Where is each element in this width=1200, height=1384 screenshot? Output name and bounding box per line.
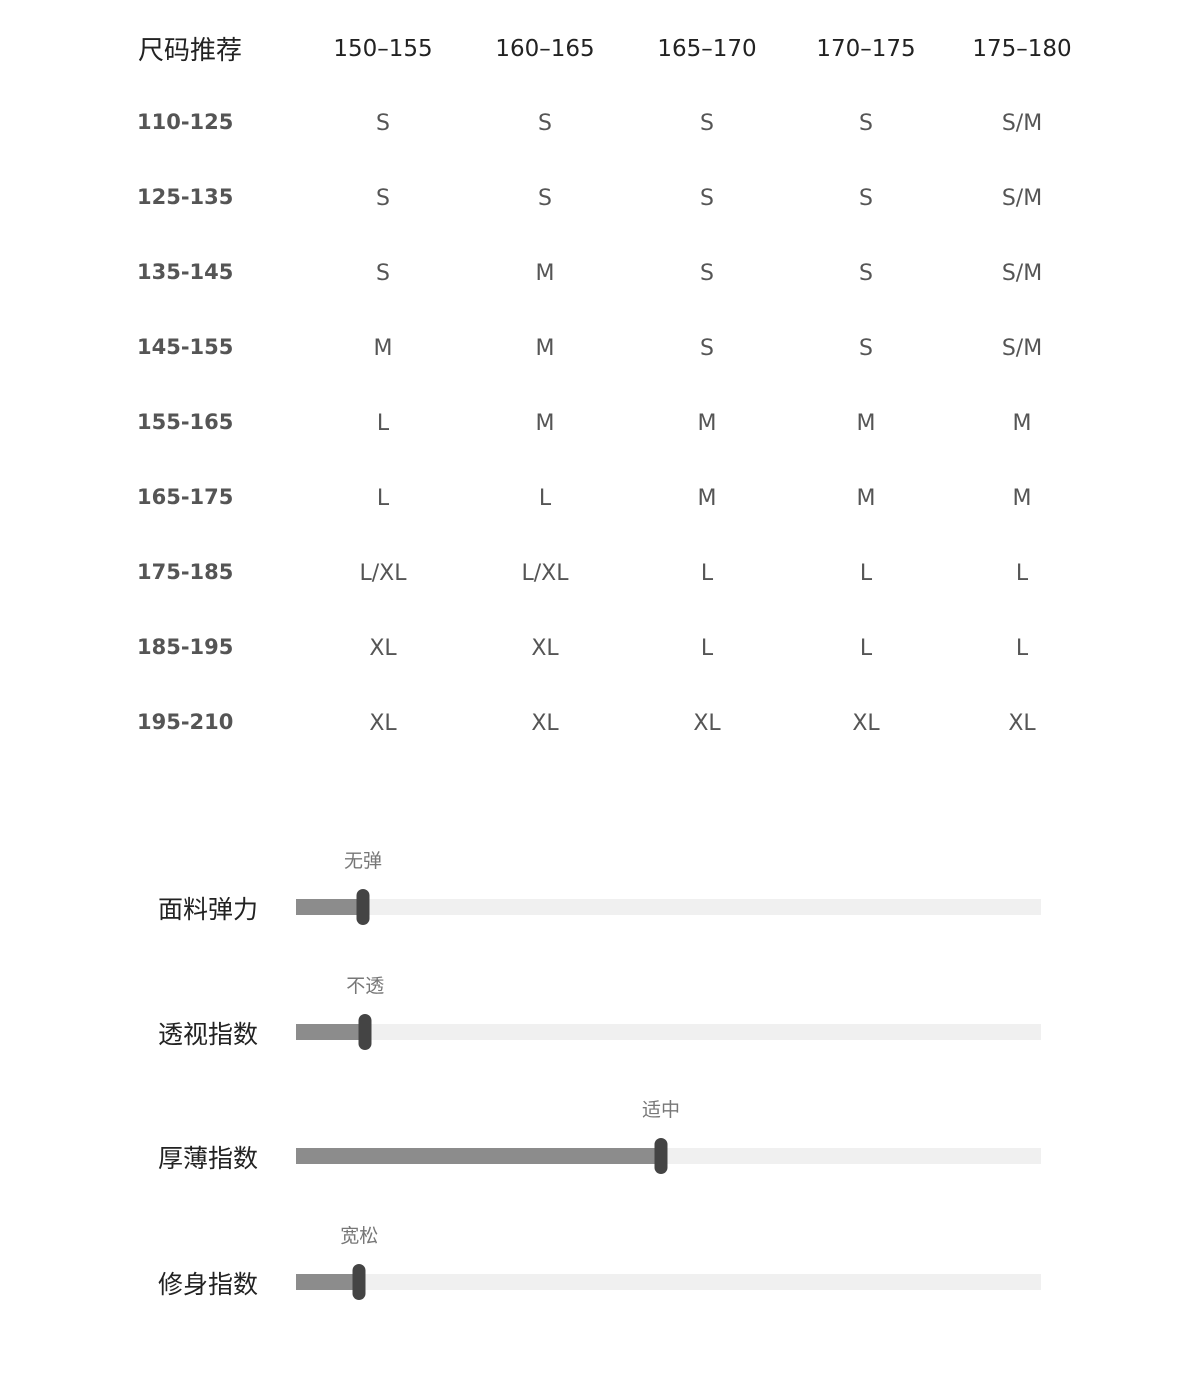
slider-value-label: 不透 (346, 975, 385, 997)
size-cell: S (700, 261, 714, 286)
column-header: 170–175 (816, 36, 916, 62)
attribute-label: 面料弹力 (158, 895, 259, 924)
size-cell: S (859, 261, 873, 286)
row-header: 135-145 (137, 260, 234, 284)
attribute-label: 透视指数 (158, 1020, 259, 1049)
size-cell: M (1012, 411, 1032, 436)
row-header: 125-135 (137, 185, 234, 209)
size-cell: S (700, 336, 714, 361)
slider-fill (296, 899, 364, 915)
size-cell: L (1015, 561, 1029, 586)
size-cell: S/M (1001, 111, 1043, 136)
size-cell: S (700, 186, 714, 211)
size-cell: L/XL (521, 561, 569, 586)
size-cell: M (856, 486, 876, 511)
size-cell: L (376, 411, 390, 436)
size-cell: S (538, 111, 552, 136)
row-header: 145-155 (137, 335, 234, 359)
slider-thumb (352, 1264, 366, 1300)
row-header: 165-175 (137, 485, 234, 509)
slider-thumb (356, 889, 370, 925)
size-cell: XL (1008, 711, 1036, 736)
size-cell: L (859, 561, 873, 586)
column-header: 175–180 (972, 36, 1072, 62)
size-cell: M (535, 336, 555, 361)
column-header: 165–170 (657, 36, 757, 62)
size-table-title: 尺码推荐 (138, 36, 243, 66)
row-header: 195-210 (137, 710, 234, 734)
size-cell: M (1012, 486, 1032, 511)
size-cell: XL (852, 711, 880, 736)
attribute-slider: 适中 (296, 1099, 1041, 1174)
slider-value-label: 无弹 (344, 850, 383, 872)
size-cell: L (538, 486, 552, 511)
slider-fill (296, 1148, 662, 1164)
size-cell: L (376, 486, 390, 511)
attribute-slider: 不透 (296, 975, 1041, 1050)
slider-thumb (654, 1138, 668, 1174)
size-cell: M (856, 411, 876, 436)
row-header: 155-165 (137, 410, 234, 434)
size-cell: S (376, 261, 390, 286)
row-header: 185-195 (137, 635, 234, 659)
size-cell: S/M (1001, 336, 1043, 361)
size-cell: S/M (1001, 186, 1043, 211)
size-cell: M (697, 411, 717, 436)
row-header: 110-125 (137, 110, 234, 134)
slider-thumb (358, 1014, 372, 1050)
size-cell: S (376, 186, 390, 211)
size-cell: S (376, 111, 390, 136)
size-cell: XL (369, 711, 397, 736)
slider-value-label: 适中 (642, 1099, 681, 1121)
size-cell: S (859, 336, 873, 361)
row-header: 175-185 (137, 560, 234, 584)
attribute-slider: 宽松 (296, 1225, 1041, 1300)
size-cell: S (859, 186, 873, 211)
size-cell: S (538, 186, 552, 211)
size-cell: S (859, 111, 873, 136)
size-cell: L (700, 636, 714, 661)
size-cell: S/M (1001, 261, 1043, 286)
size-cell: L (1015, 636, 1029, 661)
slider-fill (296, 1274, 360, 1290)
attribute-label: 厚薄指数 (158, 1144, 259, 1173)
size-cell: XL (369, 636, 397, 661)
size-cell: M (535, 411, 555, 436)
size-cell: XL (693, 711, 721, 736)
slider-fill (296, 1024, 366, 1040)
slider-value-label: 宽松 (340, 1225, 379, 1247)
size-cell: L (700, 561, 714, 586)
size-cell: M (535, 261, 555, 286)
column-header: 160–165 (495, 36, 595, 62)
column-header: 150–155 (333, 36, 433, 62)
size-cell: S (700, 111, 714, 136)
attribute-slider: 无弹 (296, 850, 1041, 925)
size-cell: XL (531, 711, 559, 736)
size-cell: XL (531, 636, 559, 661)
size-cell: M (697, 486, 717, 511)
size-cell: M (373, 336, 393, 361)
size-cell: L (859, 636, 873, 661)
size-cell: L/XL (359, 561, 407, 586)
attribute-label: 修身指数 (158, 1270, 259, 1299)
